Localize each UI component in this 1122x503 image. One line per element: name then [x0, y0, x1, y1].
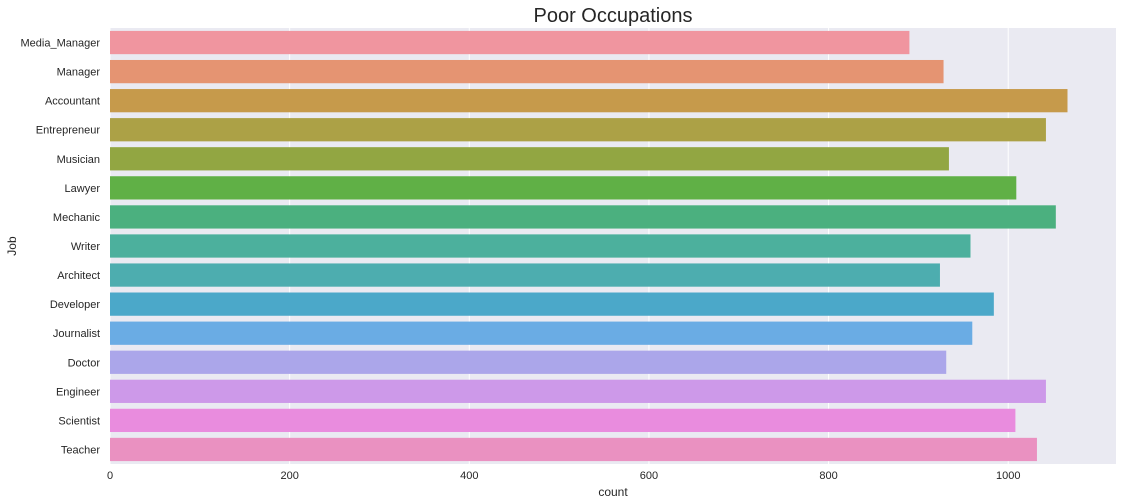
y-tick-label: Scientist — [58, 415, 100, 427]
y-tick-label: Writer — [71, 241, 100, 253]
x-tick-label: 1000 — [996, 470, 1020, 482]
y-tick-label: Lawyer — [65, 183, 101, 195]
bar-architect — [110, 263, 940, 287]
y-axis-title: Job — [5, 236, 19, 256]
y-tick-label: Doctor — [68, 357, 101, 369]
x-tick-label: 400 — [460, 470, 478, 482]
bar-developer — [110, 292, 994, 316]
bars — [110, 30, 1068, 462]
y-tick-label: Engineer — [56, 386, 100, 398]
y-tick-label: Accountant — [45, 96, 100, 108]
y-tick-label: Architect — [57, 270, 100, 282]
bar-media-manager — [110, 30, 910, 55]
bar-musician — [110, 147, 949, 171]
bar-engineer — [110, 379, 1046, 403]
y-tick-label: Journalist — [53, 328, 100, 340]
bar-entrepreneur — [110, 118, 1046, 142]
x-tick-label: 600 — [640, 470, 658, 482]
bar-scientist — [110, 408, 1016, 433]
bar-journalist — [110, 321, 973, 345]
x-tick-labels: 0 200 400 600 800 1000 — [107, 470, 1021, 482]
y-tick-label: Mechanic — [53, 212, 101, 224]
bar-accountant — [110, 89, 1068, 113]
y-tick-label: Teacher — [61, 444, 100, 456]
bar-teacher — [110, 437, 1037, 462]
y-tick-label: Manager — [57, 67, 101, 79]
y-tick-label: Media_Manager — [21, 38, 101, 50]
y-tick-label: Entrepreneur — [36, 125, 101, 137]
bar-manager — [110, 59, 944, 84]
x-tick-label: 800 — [819, 470, 837, 482]
y-tick-labels: Media_Manager Manager Accountant Entreprene… — [21, 38, 101, 457]
chart-title: Poor Occupations — [534, 5, 693, 27]
x-tick-label: 0 — [107, 470, 113, 482]
y-tick-label: Developer — [50, 299, 100, 311]
bar-writer — [110, 234, 971, 258]
bar-doctor — [110, 350, 947, 374]
y-tick-label: Musician — [57, 154, 100, 166]
bar-lawyer — [110, 176, 1017, 200]
x-axis-title: count — [598, 485, 628, 499]
bar-mechanic — [110, 205, 1056, 229]
x-tick-label: 200 — [280, 470, 298, 482]
